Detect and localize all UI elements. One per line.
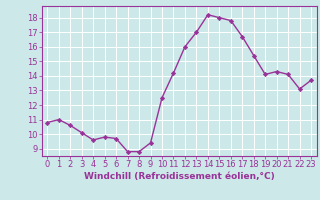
X-axis label: Windchill (Refroidissement éolien,°C): Windchill (Refroidissement éolien,°C) — [84, 172, 275, 181]
